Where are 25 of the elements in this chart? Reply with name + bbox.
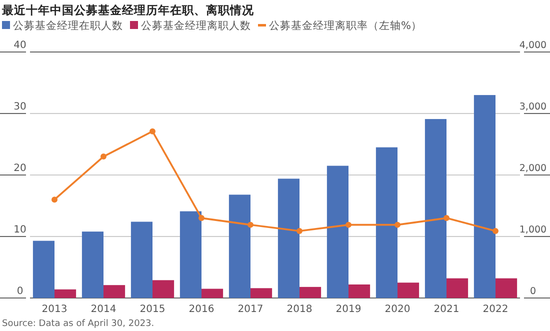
y-tick-label: 40 — [14, 40, 26, 51]
x-tick-label: 2014 — [90, 304, 116, 315]
y2-tick-label: 1,000 — [519, 224, 547, 236]
legend-label: 公募基金经理在职人数 — [13, 19, 123, 32]
x-tick-label: 2022 — [482, 304, 508, 315]
legend-label: 公募基金经理离职率（左轴%） — [269, 19, 422, 32]
y-tick-label: 10 — [14, 224, 26, 236]
y2-tick-label: 3,000 — [519, 102, 547, 112]
y-tick-label: 0 — [16, 286, 24, 297]
x-tick-label: 2019 — [336, 304, 362, 315]
y-tick-label: 20 — [14, 163, 26, 174]
x-tick-label: 2013 — [42, 304, 68, 315]
x-tick-label: 2016 — [188, 304, 214, 315]
x-tick-label: 2017 — [238, 304, 264, 315]
x-tick-label: 2015 — [140, 304, 166, 315]
y2-tick-label: 4,000 — [519, 40, 547, 51]
y2-tick-label: 0 — [530, 286, 536, 297]
x-tick-label: 2018 — [286, 304, 312, 315]
source-note: Source: Data as of April 30, 2023. — [2, 319, 154, 329]
y2-tick-label: 2,000 — [519, 163, 547, 174]
legend-label: 公募基金经理离职人数 — [141, 19, 251, 32]
y-tick-label: 30 — [14, 102, 26, 112]
x-tick-label: 2020 — [384, 304, 410, 315]
chart-title: 最近十年中国公募基金经理历年在职、离职情况 — [1, 3, 255, 17]
x-tick-label: 2021 — [434, 304, 460, 315]
